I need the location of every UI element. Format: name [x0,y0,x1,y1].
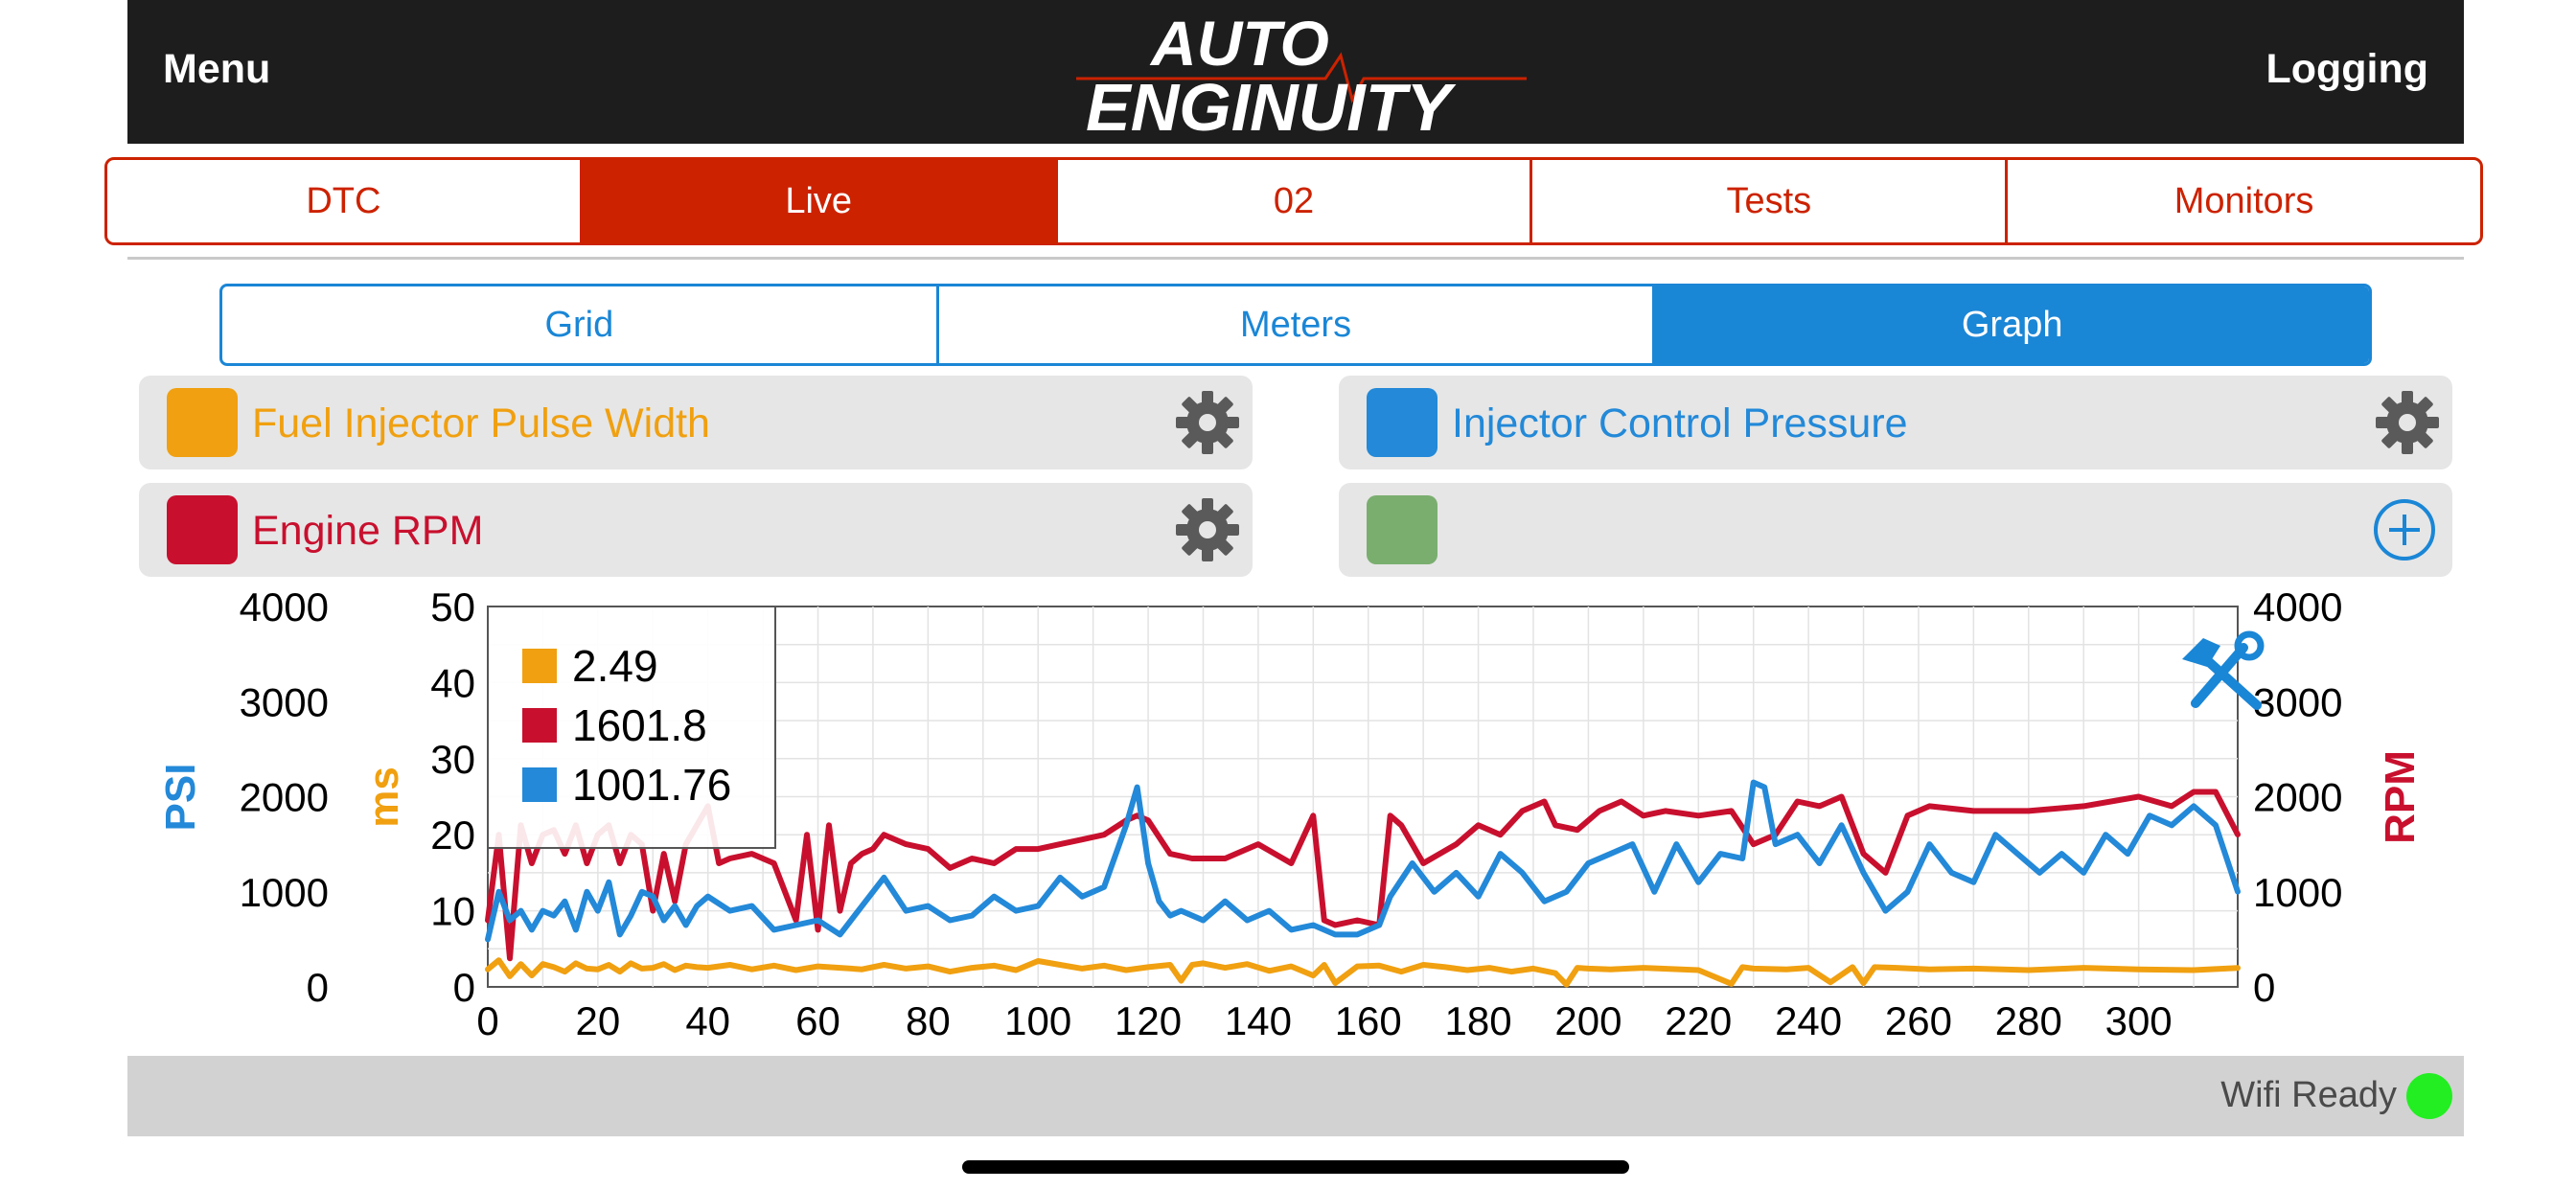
channel-label: Fuel Injector Pulse Width [252,400,710,446]
rpm-axis-label: RPM [2377,750,2424,844]
tab-grid[interactable]: Grid [222,286,939,363]
rpm-tick-label: 2000 [2253,775,2342,820]
channel-injector-control-pressure[interactable]: Injector Control Pressure [1339,376,2452,469]
logo-line-1: AUTO [1149,8,1329,79]
legend-value: 1001.76 [572,760,731,810]
x-tick-label: 160 [1335,998,1402,1043]
tab-live[interactable]: Live [582,160,1058,242]
legend-value: 2.49 [572,641,658,691]
rpm-tick-label: 1000 [2253,870,2342,915]
psi-tick-label: 4000 [240,584,329,629]
tab-monitors[interactable]: Monitors [2174,180,2314,221]
x-tick-label: 260 [1885,998,1952,1043]
home-indicator [962,1160,1629,1174]
x-tick-label: 120 [1115,998,1182,1043]
channel-color-swatch[interactable] [167,495,238,564]
live-data-graph[interactable]: 0 20 40 60 80 100 120 140 160 180 200 220 240 260 280 3… [127,575,2464,1054]
tab-02[interactable]: 02 [1058,160,1533,242]
x-tick-label: 60 [795,998,840,1043]
channel-engine-rpm[interactable]: Engine RPM [139,483,1253,577]
gear-icon[interactable] [1174,496,1241,563]
x-tick-label: 140 [1225,998,1292,1043]
rpm-tick-label: 3000 [2253,679,2342,724]
ms-tick-label: 30 [430,737,475,782]
menu-button[interactable]: Menu [163,46,271,92]
divider [127,257,2464,260]
psi-axis-label: PSI [157,764,204,832]
ms-tick-label: 50 [430,584,475,629]
app-header: Menu AUTO ENGINUITY Logging [127,0,2464,144]
x-tick-label: 80 [906,998,951,1043]
rpm-tick-label: 4000 [2253,584,2342,629]
auto-enginuity-logo: AUTO ENGINUITY [1076,8,1527,136]
wifi-status-label: Wifi Ready [2220,1075,2397,1115]
channel-fuel-injector-pulse-width[interactable]: Fuel Injector Pulse Width [139,376,1253,469]
view-mode-tabs: Grid Meters Graph [219,284,2372,366]
series-line [485,789,2241,962]
x-tick-label: 300 [2105,998,2173,1043]
legend-swatch [522,649,557,683]
logging-button[interactable]: Logging [2266,46,2428,92]
status-bar: Wifi Ready [127,1056,2464,1136]
x-tick-label: 200 [1554,998,1622,1043]
logo-line-2: ENGINUITY [1086,70,1456,136]
psi-tick-label: 0 [307,965,329,1010]
tab-tests[interactable]: Tests [1532,160,2009,242]
main-tabs: DTC Live 02 Tests Monitors [104,157,2483,245]
x-tick-label: 40 [685,998,730,1043]
x-tick-label: 20 [575,998,620,1043]
ms-axis-label: ms [360,767,407,828]
channel-label: Injector Control Pressure [1452,400,1908,446]
x-tick-label: 240 [1775,998,1842,1043]
gear-icon[interactable] [1174,389,1241,456]
x-tick-label: 280 [1995,998,2062,1043]
ms-tick-label: 10 [430,889,475,934]
x-tick-label: 100 [1004,998,1071,1043]
tab-meters[interactable]: Meters [939,286,1656,363]
legend-value: 1601.8 [572,700,707,750]
psi-tick-label: 1000 [240,870,329,915]
ms-tick-label: 20 [430,812,475,858]
gear-icon[interactable] [2374,389,2441,456]
graph-tools-icon[interactable] [2182,630,2265,710]
x-tick-label: 220 [1665,998,1732,1043]
tab-dtc[interactable]: DTC [107,160,583,242]
tab-graph[interactable]: Graph [1655,286,2369,363]
legend-swatch [522,708,557,743]
ms-tick-label: 0 [453,965,475,1010]
wifi-status-indicator-icon [2406,1073,2452,1119]
legend-swatch [522,767,557,802]
psi-tick-label: 3000 [240,679,329,724]
x-tick-label: 180 [1445,998,1512,1043]
channel-empty-slot[interactable] [1339,483,2452,577]
channel-color-swatch[interactable] [1367,495,1438,564]
x-tick-label: 0 [476,998,498,1043]
psi-tick-label: 2000 [240,775,329,820]
rpm-tick-label: 0 [2253,965,2275,1010]
series-line [485,779,2241,943]
ms-tick-label: 40 [430,660,475,705]
series-line [485,957,2241,988]
channel-color-swatch[interactable] [167,388,238,457]
channel-label: Engine RPM [252,508,484,554]
channel-color-swatch[interactable] [1367,388,1438,457]
add-circle-icon[interactable] [2372,497,2437,562]
